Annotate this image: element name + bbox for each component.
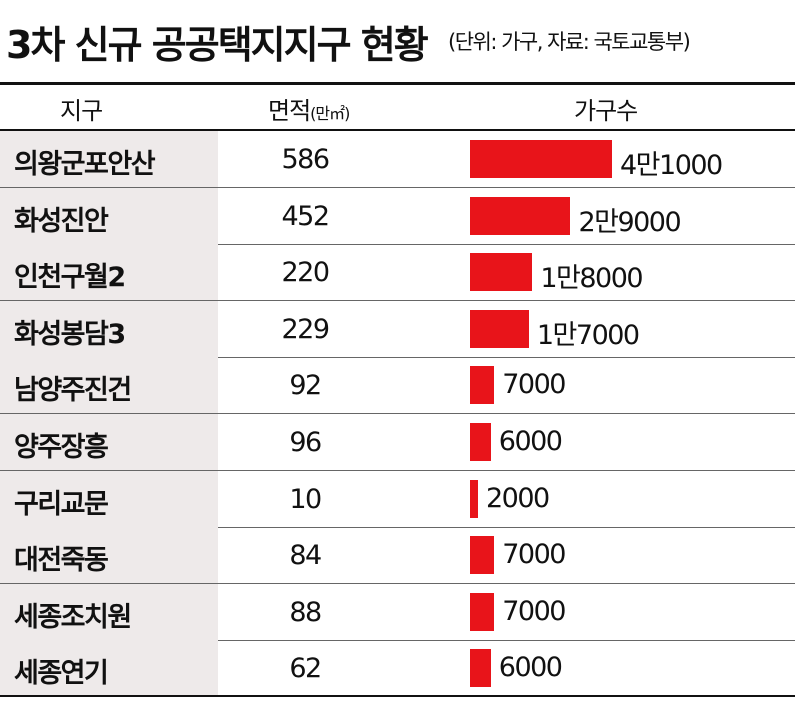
district-name: 대전죽동 [14, 545, 109, 577]
area-value: 88 [289, 596, 322, 628]
households-bar [470, 309, 529, 348]
district-cell: 화성봉담3 [0, 300, 218, 357]
households-label: 4만1000 [620, 150, 723, 181]
households-bar [470, 140, 612, 178]
area-value: 220 [281, 257, 330, 289]
households-label: 7000 [502, 539, 566, 571]
households-bar [470, 649, 491, 688]
households-label: 2000 [486, 482, 550, 514]
header-district: 지구 [60, 97, 103, 125]
table-row: 화성봉담3 229 1만7000 [0, 300, 795, 358]
area-value: 452 [281, 200, 330, 232]
title-row: 3차 신규 공공택지지구 현황 (단위: 가구, 자료: 국토교통부) [0, 0, 795, 82]
table-row: 남양주진건 92 7000 [0, 357, 795, 415]
households-bar [470, 196, 571, 235]
households-label: 2만9000 [578, 206, 681, 238]
households-bar [470, 253, 533, 292]
top-rule [0, 82, 795, 85]
table-row: 세종연기 62 6000 [0, 640, 795, 698]
district-cell: 양주장흥 [0, 414, 218, 470]
district-cell: 세종연기 [0, 640, 218, 697]
district-name: 양주장흥 [14, 432, 109, 463]
area-value: 586 [281, 144, 330, 175]
chart-subtitle: (단위: 가구, 자료: 국토교통부) [448, 30, 691, 54]
area-value: 229 [281, 313, 330, 345]
area-value: 92 [289, 370, 322, 402]
district-name: 화성진안 [14, 205, 109, 237]
households-bar [470, 366, 495, 405]
district-cell: 대전죽동 [0, 527, 218, 584]
header-area-label: 면적 [268, 97, 311, 125]
table-row: 세종조치원 88 7000 [0, 583, 795, 641]
district-cell: 인천구월2 [0, 244, 218, 301]
households-label: 6000 [498, 426, 563, 457]
table-row: 화성진안 452 2만9000 [0, 187, 795, 245]
district-cell: 의왕군포안산 [0, 131, 218, 187]
households-label: 6000 [498, 652, 563, 684]
area-value: 10 [289, 483, 322, 515]
households-label: 7000 [502, 595, 566, 627]
header-area: 면적(만㎡) [268, 91, 350, 126]
table-row: 양주장흥 96 6000 [0, 414, 795, 471]
header-area-unit: (만㎡) [310, 104, 350, 123]
district-name: 인천구월2 [14, 262, 126, 294]
households-bar [470, 423, 491, 461]
area-value: 84 [289, 540, 322, 572]
district-name: 세종조치원 [14, 601, 132, 633]
chart-title: 3차 신규 공공택지지구 현황 [6, 23, 429, 67]
households-label: 1만7000 [536, 319, 640, 351]
district-name: 구리교문 [14, 488, 109, 520]
area-value: 62 [289, 653, 322, 685]
households-bar [470, 479, 478, 518]
header-rule [0, 129, 795, 131]
households-bar [470, 592, 495, 631]
table-header: 지구 면적(만㎡) 가구수 [0, 85, 795, 129]
district-name: 화성봉담3 [14, 318, 126, 350]
households-bar [470, 536, 495, 575]
district-cell: 남양주진건 [0, 357, 218, 414]
district-name: 남양주진건 [14, 375, 132, 407]
table-row: 의왕군포안산 586 4만1000 [0, 131, 795, 188]
households-label: 1만8000 [540, 263, 643, 295]
district-name: 세종연기 [14, 658, 109, 690]
table-row: 인천구월2 220 1만8000 [0, 244, 795, 302]
area-value: 96 [289, 427, 322, 458]
header-households: 가구수 [574, 97, 638, 125]
district-name: 의왕군포안산 [14, 149, 156, 180]
households-label: 7000 [502, 369, 566, 401]
district-cell: 화성진안 [0, 187, 218, 244]
table-row: 대전죽동 84 7000 [0, 527, 795, 585]
district-cell: 구리교문 [0, 470, 218, 527]
district-cell: 세종조치원 [0, 583, 218, 640]
table-row: 구리교문 10 2000 [0, 470, 795, 528]
